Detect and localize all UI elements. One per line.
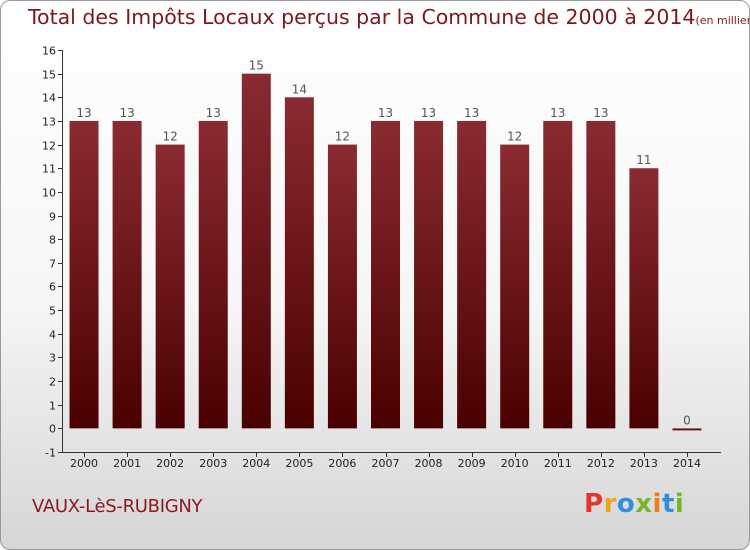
bar-value-label: 13 (378, 106, 393, 120)
logo-letter: r (603, 489, 617, 519)
x-tick-label: 2001 (113, 457, 141, 470)
bar (629, 168, 659, 429)
bar-value-label: 0 (683, 413, 691, 427)
bar (500, 144, 530, 429)
y-tick-label: 5 (49, 305, 56, 318)
y-tick-label: 1 (49, 400, 56, 413)
x-tick-label: 2006 (328, 457, 356, 470)
x-tick-label: 2012 (587, 457, 615, 470)
bar-value-label: 12 (335, 130, 350, 144)
logo-letter: x (635, 489, 653, 519)
logo-letter: t (661, 489, 675, 519)
x-tick-label: 2002 (156, 457, 184, 470)
bar (241, 73, 271, 429)
bar-value-label: 12 (163, 130, 178, 144)
y-tick-label: 9 (49, 211, 56, 224)
x-tick-label: 2005 (285, 457, 313, 470)
y-tick-label: 6 (49, 281, 56, 294)
logo-letter: P (584, 489, 604, 519)
bar (112, 120, 142, 429)
bar-value-label: 13 (206, 106, 221, 120)
bar (672, 428, 702, 431)
bar-value-label: 13 (550, 106, 565, 120)
proxiti-logo[interactable]: Proxiti (584, 489, 684, 519)
y-tick-label: 10 (42, 187, 56, 200)
x-tick-label: 2011 (544, 457, 572, 470)
chart-title-main: Total des Impôts Locaux perçus par la Co… (28, 5, 696, 29)
bar-value-label: 15 (249, 59, 264, 73)
y-tick-label: 3 (49, 352, 56, 365)
x-tick-label: 2004 (242, 457, 270, 470)
logo-letter: i (652, 489, 662, 519)
x-tick-label: 2008 (415, 457, 443, 470)
bar-value-label: 12 (507, 130, 522, 144)
bar-value-label: 13 (421, 106, 436, 120)
bar-value-label: 13 (464, 106, 479, 120)
x-tick-label: 2003 (199, 457, 227, 470)
bar-value-label: 13 (119, 106, 134, 120)
bar (155, 144, 185, 429)
y-tick-label: 4 (49, 329, 56, 342)
bar (457, 120, 487, 429)
y-tick-label: 16 (42, 45, 56, 58)
y-tick-label: 15 (42, 69, 56, 82)
logo-letter: o (616, 489, 636, 519)
bar (284, 97, 314, 429)
y-tick-label: 7 (49, 258, 56, 271)
bar (198, 120, 228, 429)
y-tick-label: 12 (42, 140, 56, 153)
bar (586, 120, 616, 429)
bar (543, 120, 573, 429)
bar-value-label: 11 (636, 153, 651, 167)
y-tick-label: 13 (42, 116, 56, 129)
x-tick-label: 2013 (630, 457, 658, 470)
commune-name: VAUX-LèS-RUBIGNY (32, 496, 203, 517)
chart-title: Total des Impôts Locaux perçus par la Co… (28, 5, 749, 29)
y-tick-label: 2 (49, 376, 56, 389)
chart-title-unit: (en milliers d'€) (695, 14, 749, 27)
x-tick-label: 2010 (501, 457, 529, 470)
bars (69, 73, 702, 431)
bar (327, 144, 357, 429)
data-labels: 13 13 12 13 15 14 12 13 13 13 12 13 13 11 0 (76, 59, 690, 428)
x-tick-label: 2000 (70, 457, 98, 470)
bar-value-label: 13 (593, 106, 608, 120)
bar (414, 120, 444, 429)
y-tick-label: 8 (49, 234, 56, 247)
bar (69, 120, 99, 429)
bar-value-label: 13 (76, 106, 91, 120)
logo-letter: i (674, 489, 685, 519)
x-tick-label: 2014 (673, 457, 701, 470)
x-tick-label: 2007 (372, 457, 400, 470)
y-tick-label: 0 (49, 423, 56, 436)
x-tick-label: 2009 (458, 457, 486, 470)
y-tick-label: 11 (42, 163, 56, 176)
bar-value-label: 14 (292, 82, 307, 96)
y-tick-label: -1 (45, 447, 56, 460)
bar (371, 120, 400, 429)
y-tick-label: 14 (42, 92, 56, 105)
